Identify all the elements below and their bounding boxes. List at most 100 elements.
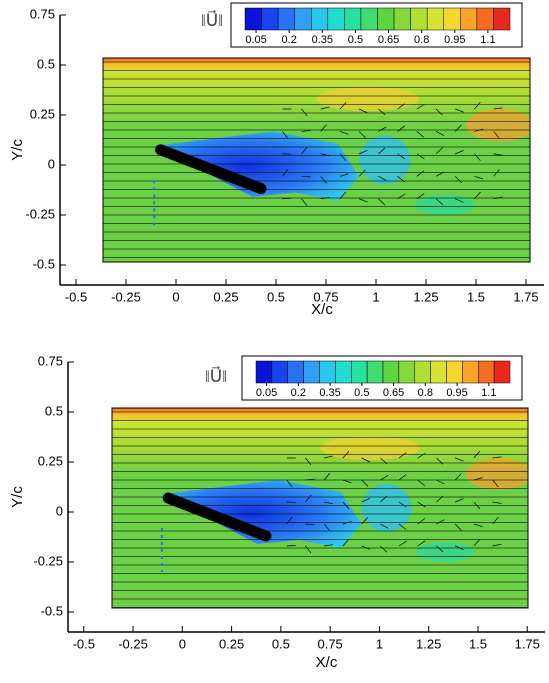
colorbar-cell <box>295 8 312 30</box>
colorbar-tick-label: 0.35 <box>319 387 340 399</box>
colorbar-cell <box>494 361 510 383</box>
colorbar-cell <box>335 361 351 383</box>
y-tick-label: 0.75 <box>38 353 63 368</box>
field-hot <box>466 109 534 142</box>
x-tick-label: -0.5 <box>73 636 95 651</box>
colorbar-tick-label: 0.65 <box>378 34 399 46</box>
field-top <box>112 408 528 422</box>
velocity-field <box>103 58 536 262</box>
colorbar-cell <box>351 361 367 383</box>
y-tick-label: 0.25 <box>30 106 55 121</box>
y-tick-label: 0 <box>48 156 55 171</box>
colorbar-cell <box>256 361 272 383</box>
colorbar-cell <box>288 361 304 383</box>
x-tick-label: 1.25 <box>416 636 441 651</box>
x-tick-label: 1 <box>372 289 379 304</box>
colorbar-cell <box>311 8 328 30</box>
colorbar: 0.05 0.2 0.35 0.5 0.65 0.8 0.95 1.1 <box>242 356 522 400</box>
colorbar-tick-label: 1.1 <box>481 387 496 399</box>
colorbar-cell <box>278 8 295 30</box>
colorbar-tick-label: 1.1 <box>480 34 495 46</box>
colorbar-tick-label: 0.8 <box>418 387 433 399</box>
x-tick-label: 0 <box>172 289 179 304</box>
colorbar-cell <box>245 8 262 30</box>
x-axis-label: X/c <box>316 654 338 671</box>
x-axis-label: X/c <box>311 301 333 318</box>
colorbar-label: ‖U⃗‖ <box>205 366 227 386</box>
colorbar-cell <box>361 8 378 30</box>
x-tick-label: -0.5 <box>65 289 87 304</box>
y-axis-label: Y/c <box>9 486 26 508</box>
colorbar-tick-label: 0.05 <box>256 387 277 399</box>
y-tick-label: 0.75 <box>30 6 55 21</box>
panel: -0.5 -0.25 0 0.25 0.5 0.75 1 1.25 1.5 1.75 -0.5 -0.… <box>9 3 544 318</box>
colorbar-cell <box>378 8 395 30</box>
x-tick-label: 1.25 <box>413 289 438 304</box>
colorbar-cell <box>477 8 494 30</box>
colorbar-cell <box>493 8 510 30</box>
x-tick-label: 0.75 <box>317 636 342 651</box>
colorbar-tick-label: 0.35 <box>312 34 333 46</box>
x-tick-label: 1.5 <box>467 289 485 304</box>
field-hot <box>320 436 420 460</box>
x-tick-label: 0 <box>179 636 186 651</box>
colorbar-cell <box>383 361 399 383</box>
colorbar: 0.05 0.2 0.35 0.5 0.65 0.8 0.95 1.1 <box>231 3 522 47</box>
colorbar-cell <box>427 8 444 30</box>
x-tick-label: 0.25 <box>219 636 244 651</box>
colorbar-cell <box>320 361 336 383</box>
panel: -0.5 -0.25 0 0.25 0.5 0.75 1 1.25 1.5 1.75 -0.5 -0.… <box>9 353 545 671</box>
y-tick-label: 0.25 <box>38 453 63 468</box>
x-tick-label: 0.5 <box>272 636 290 651</box>
y-tick-label: -0.5 <box>41 603 63 618</box>
x-tick-label: 1.5 <box>469 636 487 651</box>
x-tick-label: 1.75 <box>515 636 540 651</box>
colorbar-cell <box>272 361 288 383</box>
colorbar-tick-label: 0.2 <box>291 387 306 399</box>
colorbar-cell <box>447 361 463 383</box>
colorbar-tick-label: 0.05 <box>245 34 266 46</box>
field-band <box>103 66 530 127</box>
colorbar-tick-label: 0.5 <box>354 387 369 399</box>
colorbar-cell <box>431 361 447 383</box>
x-tick-label: -0.25 <box>111 289 141 304</box>
colorbar-cell <box>304 361 320 383</box>
y-tick-label: 0 <box>56 503 63 518</box>
colorbar-cell <box>462 361 478 383</box>
colorbar-cell <box>460 8 477 30</box>
colorbar-cell <box>328 8 345 30</box>
x-tick-label: 0.25 <box>213 289 238 304</box>
wake-region <box>359 136 410 185</box>
x-tick-label: -0.25 <box>118 636 148 651</box>
x-tick-label: 1.75 <box>513 289 538 304</box>
field-cool <box>416 542 474 562</box>
colorbar-tick-label: 0.5 <box>348 34 363 46</box>
y-tick-label: -0.25 <box>33 553 63 568</box>
x-tick-label: 1 <box>376 636 383 651</box>
colorbar-cell <box>478 361 494 383</box>
wake-region <box>362 484 412 532</box>
y-tick-label: -0.5 <box>33 256 55 271</box>
colorbar-tick-label: 0.95 <box>446 387 467 399</box>
y-axis-label: Y/c <box>9 139 26 161</box>
x-tick-label: 0.5 <box>267 289 285 304</box>
colorbar-cell <box>367 361 383 383</box>
colorbar-tick-label: 0.95 <box>444 34 465 46</box>
colorbar-cell <box>444 8 461 30</box>
y-tick-label: 0.5 <box>45 403 63 418</box>
colorbar-cell <box>394 8 411 30</box>
velocity-field <box>112 408 534 608</box>
colorbar-tick-label: 0.8 <box>414 34 429 46</box>
colorbar-cell <box>411 8 428 30</box>
field-hot <box>317 87 419 111</box>
colorbar-cell <box>344 8 361 30</box>
colorbar-cell <box>399 361 415 383</box>
colorbar-cell <box>262 8 279 30</box>
y-tick-label: 0.5 <box>37 56 55 71</box>
y-tick-label: -0.25 <box>25 206 55 221</box>
colorbar-tick-label: 0.2 <box>282 34 297 46</box>
colorbar-cell <box>415 361 431 383</box>
colorbar-tick-label: 0.65 <box>383 387 404 399</box>
